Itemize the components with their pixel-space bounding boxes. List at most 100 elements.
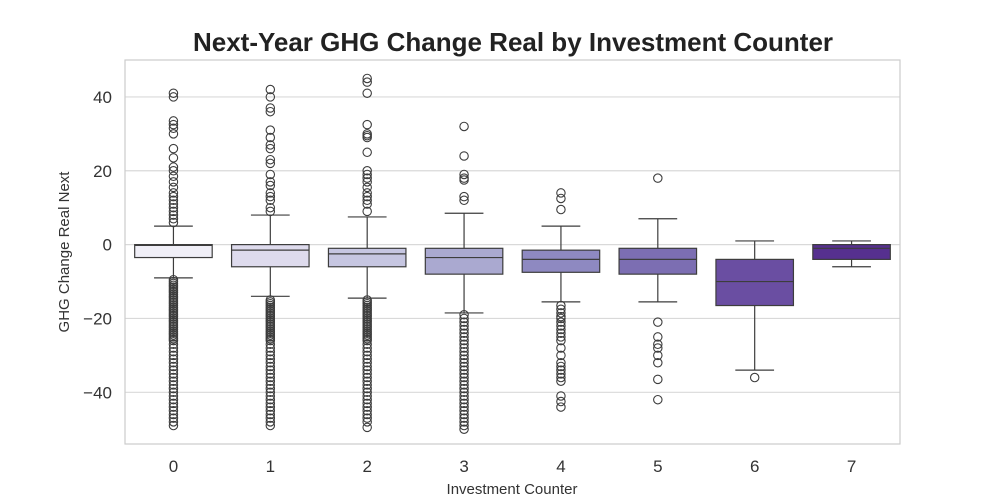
outlier-point [459, 398, 469, 409]
outlier-point [265, 380, 276, 390]
outlier-point [265, 84, 276, 95]
outlier-point [168, 195, 179, 206]
outlier-point [168, 116, 179, 126]
outlier-point [168, 92, 179, 102]
outlier-point [362, 335, 372, 346]
outlier-point [362, 417, 372, 427]
box-3 [424, 121, 504, 434]
outlier-point [362, 376, 372, 386]
outlier-point [459, 175, 469, 185]
outlier-point [556, 328, 566, 338]
outlier-point [556, 313, 566, 324]
box-2 [327, 73, 407, 433]
outlier-point [459, 380, 469, 390]
outlier-point [168, 365, 179, 375]
outlier-point [168, 369, 179, 379]
outlier-point [265, 383, 276, 394]
outlier-point [168, 394, 179, 405]
outlier-point [265, 409, 276, 420]
outlier-point [556, 402, 566, 412]
outlier-point [459, 313, 469, 324]
outlier-point [362, 119, 372, 130]
outlier-point [168, 210, 179, 220]
outlier-point [265, 365, 276, 375]
outlier-point [168, 346, 179, 357]
outlier-point [556, 204, 566, 215]
outlier-point [556, 321, 566, 331]
outlier-point [265, 358, 276, 368]
outlier-point [265, 202, 276, 213]
outlier-point [459, 169, 469, 180]
outlier-point [265, 206, 276, 217]
outlier-point [265, 361, 276, 372]
outlier-point [362, 358, 372, 368]
outlier-point [459, 321, 469, 331]
outlier-point [168, 350, 179, 361]
outlier-point [362, 398, 372, 409]
outlier-point [168, 387, 179, 398]
outlier-point [459, 343, 469, 353]
iqr-box [618, 247, 698, 275]
outlier-point [265, 372, 276, 383]
outlier-point [459, 151, 469, 161]
outlier-point [653, 350, 663, 361]
plot-frame [124, 59, 901, 445]
outlier-point [459, 339, 469, 350]
outlier-point [459, 361, 469, 372]
outlier-point [265, 369, 276, 379]
outlier-point [265, 346, 276, 357]
outlier-point [459, 328, 469, 338]
outlier-point [168, 413, 179, 423]
outlier-point [362, 182, 372, 193]
outlier-point [362, 409, 372, 420]
outlier-point [265, 354, 276, 364]
outlier-point [168, 119, 179, 130]
outlier-point [168, 343, 179, 353]
outlier-point [168, 217, 179, 228]
iqr-box [812, 244, 891, 260]
outlier-point [362, 166, 372, 176]
iqr-box [327, 247, 407, 268]
outlier-point [459, 383, 469, 394]
outlier-point [459, 420, 469, 431]
outlier-point [362, 206, 372, 217]
outlier-point [168, 143, 179, 154]
outlier-point [168, 372, 179, 383]
outlier-point [556, 317, 566, 327]
outlier-point [459, 413, 469, 423]
iqr-box [230, 244, 310, 268]
outlier-point [556, 361, 566, 372]
outlier-point [459, 346, 469, 357]
outlier-point [362, 177, 372, 187]
outlier-point [459, 372, 469, 383]
outlier-point [459, 406, 469, 416]
outlier-point [265, 132, 276, 143]
outlier-point [265, 106, 276, 117]
outlier-point [168, 177, 179, 187]
outlier-point [265, 343, 276, 353]
outlier-point [556, 396, 566, 407]
outlier-point [265, 376, 276, 386]
outlier-point [168, 206, 179, 217]
outlier-point [556, 308, 566, 318]
x-tick-label: 5 [653, 457, 662, 476]
outlier-point [459, 332, 469, 342]
x-tick-label: 2 [362, 457, 371, 476]
boxes [134, 73, 891, 434]
outlier-point [265, 92, 276, 102]
outlier-point [265, 406, 276, 416]
outlier-point [168, 182, 179, 193]
outlier-point [459, 324, 469, 335]
box-5 [618, 173, 698, 405]
outlier-point [362, 130, 372, 141]
box-6 [715, 240, 795, 383]
x-tick-label: 4 [556, 457, 565, 476]
outlier-point [168, 398, 179, 409]
outlier-point [362, 350, 372, 361]
outlier-point [362, 132, 372, 143]
outlier-point [556, 350, 566, 361]
outlier-point [556, 369, 566, 379]
outlier-point [265, 339, 276, 350]
outlier-point [556, 343, 566, 353]
